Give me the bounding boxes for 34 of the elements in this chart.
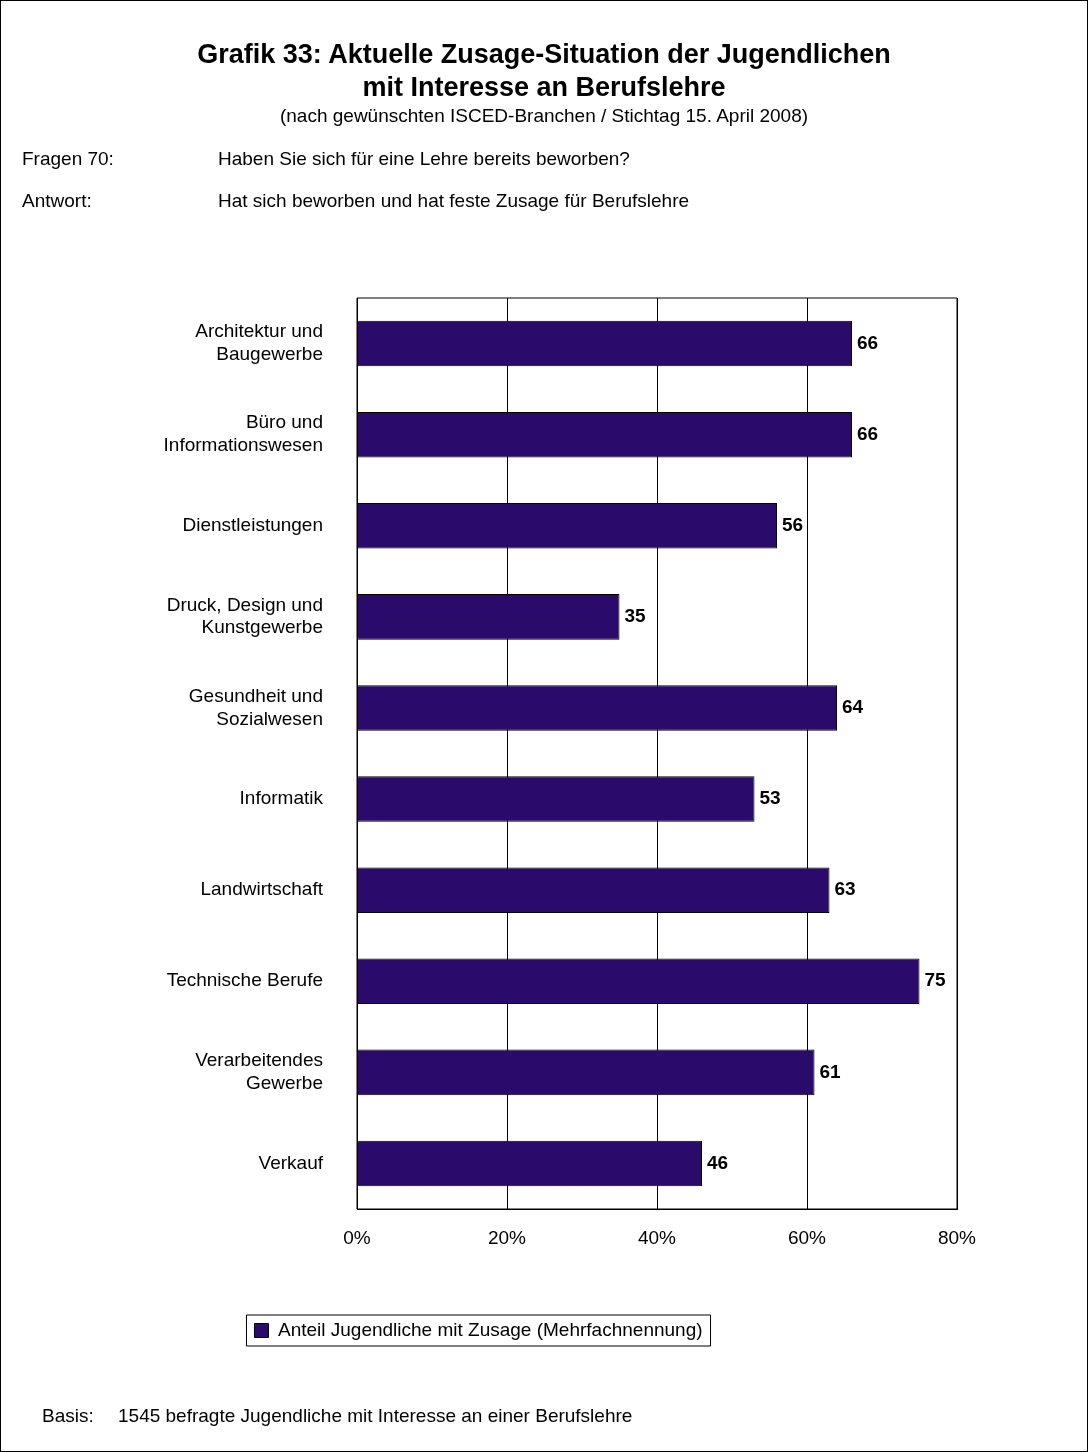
data-label: 64 (842, 696, 864, 718)
y-tick-label: Architektur und Baugewerbe (195, 320, 323, 365)
y-tick-label: Druck, Design und Kunstgewerbe (166, 593, 323, 638)
chart-title: Grafik 33: Aktuelle Zusage-Situation der Jugendlichen mit Interesse an Berufslehre (196, 38, 892, 104)
y-tick-label: Technische Berufe (166, 969, 323, 991)
data-label: 66 (857, 331, 879, 353)
data-label: 63 (834, 878, 856, 900)
data-label: 56 (782, 513, 804, 535)
y-tick-label: Verarbeitendes Gewerbe (195, 1049, 323, 1093)
text: Hat sich beworben und hat feste Zusage für Berufslehre (218, 190, 690, 212)
x-tick-label: 0% (343, 1226, 371, 1248)
x-tick-label: 20% (487, 1226, 527, 1248)
text: Basis: (42, 1405, 94, 1427)
y-tick-label: Informatik (239, 787, 324, 809)
text: Antwort: (22, 190, 92, 212)
x-tick-label: 40% (637, 1226, 677, 1248)
data-label: 75 (924, 969, 947, 991)
text: Fragen 70: (22, 148, 114, 170)
y-tick-label: Büro und Informationswesen (163, 411, 323, 456)
legend-label: Anteil Jugendliche mit Zusage (Mehrfachnennung) (277, 1318, 703, 1340)
x-tick-label: 60% (787, 1226, 827, 1248)
y-tick-label: Landwirtschaft (200, 878, 324, 900)
text: 1545 befragte Jugendliche mit Interesse an einer Berufslehre (118, 1405, 633, 1427)
data-label: 35 (624, 605, 647, 627)
y-tick-label: Verkauf (258, 1151, 324, 1173)
data-label: 46 (707, 1151, 729, 1173)
data-label: 66 (857, 422, 879, 444)
data-label: 61 (819, 1060, 842, 1082)
y-tick-label: Gesundheit und Sozialwesen (188, 684, 323, 729)
data-label: 53 (759, 787, 781, 809)
text: Haben Sie sich für eine Lehre bereits beworben? (218, 148, 630, 170)
x-tick-label: 80% (937, 1226, 977, 1248)
y-tick-label: Dienstleistungen (182, 513, 323, 535)
chart-subtitle: (nach gewünschten ISCED-Branchen / Stichtag 15. April 2008) (278, 105, 810, 127)
